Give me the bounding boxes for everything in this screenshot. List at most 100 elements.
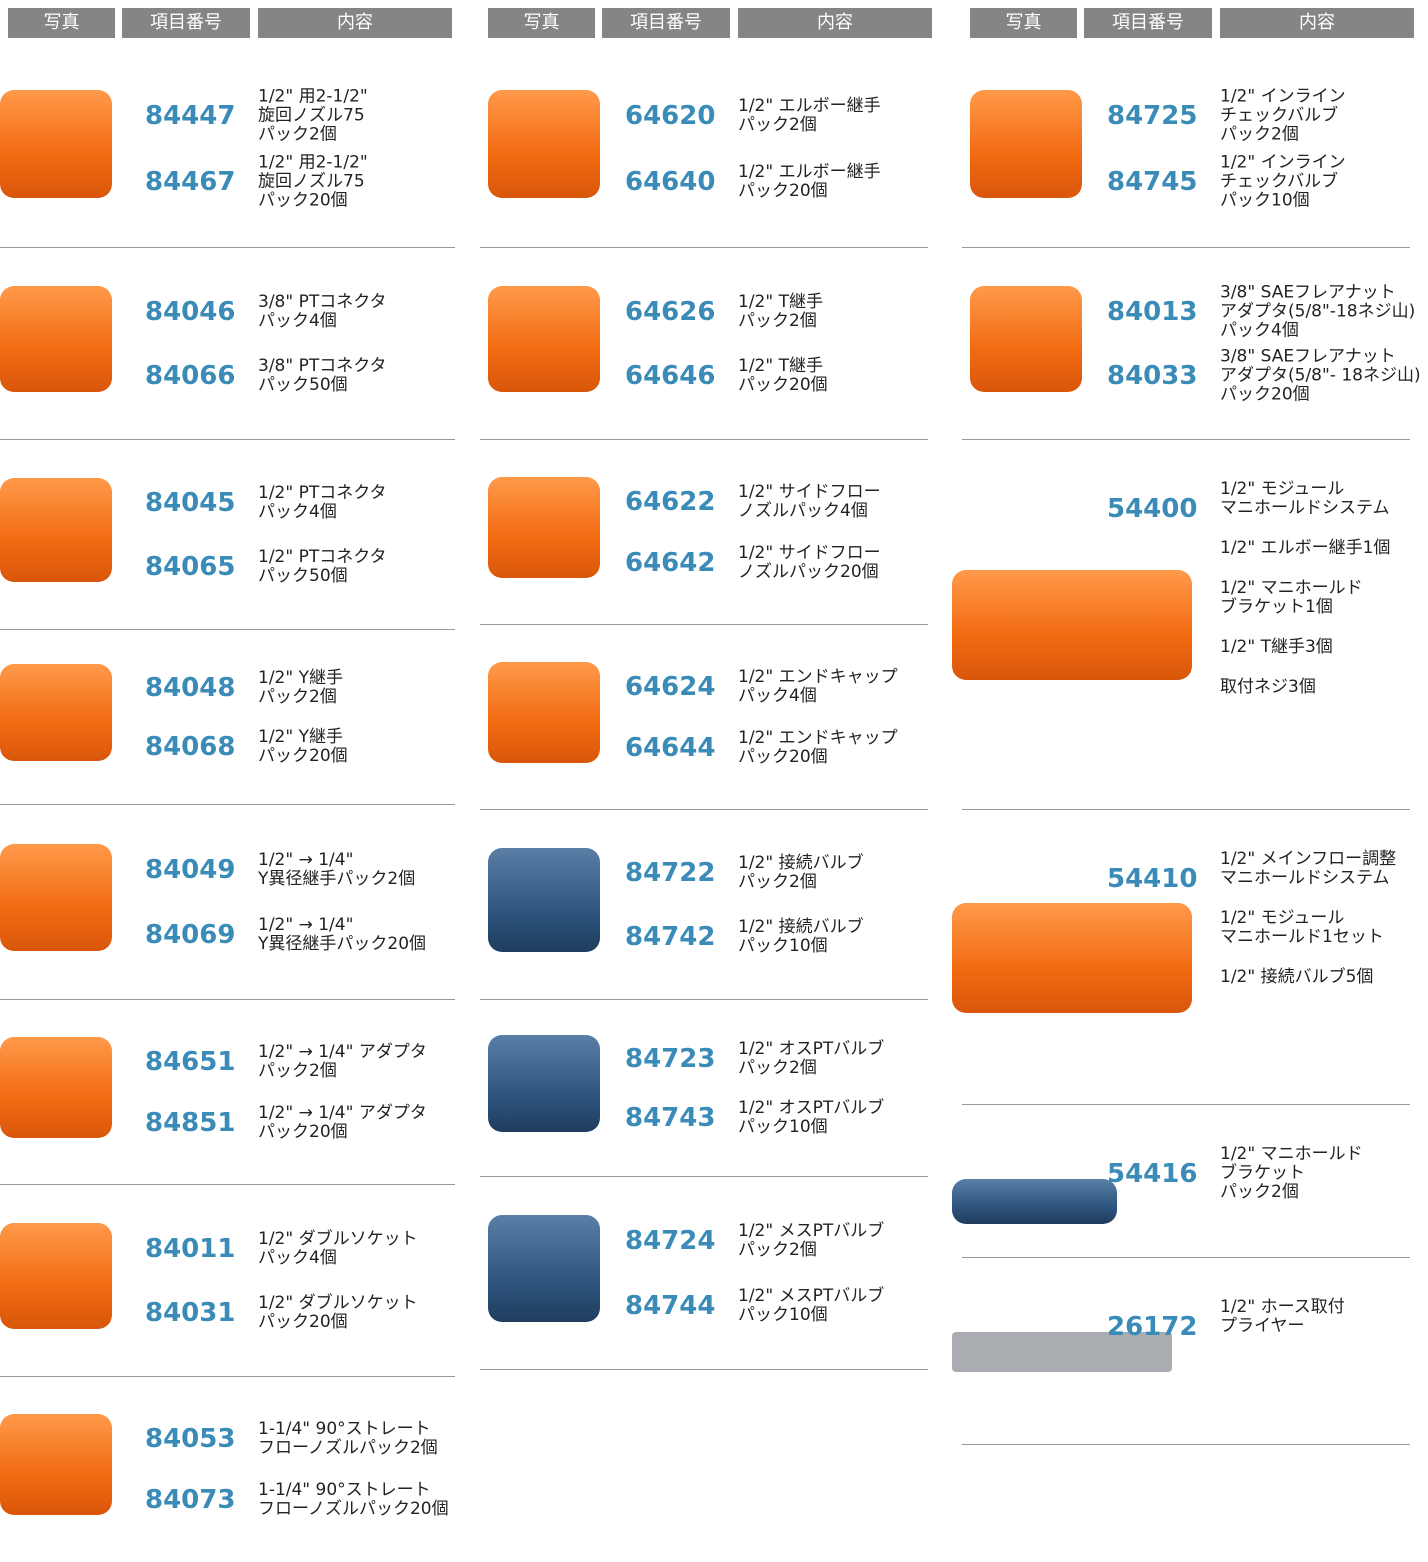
product-group: 847221/2" 接続バルブパック2個847421/2" 接続バルブパック10…	[480, 810, 928, 1000]
description-line: パック4個	[258, 312, 387, 331]
description-line: ブラケット	[1220, 1164, 1363, 1183]
description-line: 1/2" ダブルソケット	[258, 1230, 418, 1249]
item-description: 1/2" エンドキャップパック20個	[738, 729, 898, 767]
product-photo	[970, 286, 1082, 392]
product-photo	[0, 844, 112, 951]
product-group: 840133/8" SAEフレアナットアダプタ(5/8"-18ネジ山)パック4個…	[962, 248, 1410, 440]
description-line: 1/2" PTコネクタ	[258, 484, 387, 503]
description-line: 1/2" → 1/4"	[258, 851, 415, 870]
header-cell: 項目番号	[122, 8, 250, 38]
description-line: 1/2" PTコネクタ	[258, 548, 387, 567]
item-description: 1/2" 用2-1/2"旋回ノズル75パック2個	[258, 88, 368, 145]
description-line: 1/2" メインフロー調整	[1220, 850, 1396, 869]
description-line: マニホールドシステム	[1220, 869, 1396, 888]
description-line: 1/2" 接続バルブ	[738, 918, 864, 937]
description-paragraph: 1/2" Y継手パック20個	[258, 728, 348, 766]
item-number: 64646	[625, 361, 715, 391]
description-line: 1/2" サイドフロー	[738, 483, 881, 502]
item-number: 84033	[1107, 361, 1197, 391]
description-paragraph: 1/2" Y継手パック2個	[258, 669, 343, 707]
description-line: パック2個	[738, 1059, 884, 1078]
product-photo	[952, 570, 1192, 680]
item-number: 84743	[625, 1103, 715, 1133]
description-paragraph: 取付ネジ3個	[1220, 678, 1390, 697]
product-group: 840491/2" → 1/4"Y異径継手パック2個840691/2" → 1/…	[0, 805, 455, 1000]
column: 写真項目番号内容847251/2" インラインチェックバルブパック2個84745…	[962, 0, 1410, 1562]
item-description: 1/2" Y継手パック2個	[258, 669, 343, 707]
separator	[962, 1444, 1410, 1445]
item-description: 1-1/4" 90°ストレートフローノズルパック20個	[258, 1481, 449, 1519]
product-group: 847231/2" オスPTバルブパック2個847431/2" オスPTバルブパ…	[480, 1000, 928, 1177]
description-paragraph: 1/2" → 1/4"Y異径継手パック20個	[258, 916, 426, 954]
product-group: 846511/2" → 1/4" アダプタパック2個848511/2" → 1/…	[0, 1000, 455, 1185]
item-description: 1/2" → 1/4"Y異径継手パック2個	[258, 851, 415, 889]
description-line: 1/2" T継手3個	[1220, 638, 1390, 657]
item-description: 3/8" SAEフレアナットアダプタ(5/8"-18ネジ山)パック4個	[1220, 284, 1415, 341]
description-line: アダプタ(5/8"-18ネジ山)	[1220, 303, 1415, 322]
description-paragraph: 1/2" マニホールドブラケットパック2個	[1220, 1145, 1363, 1202]
item-description: 1/2" エンドキャップパック4個	[738, 668, 898, 706]
description-line: 1/2" 用2-1/2"	[258, 88, 368, 107]
description-paragraph: 3/8" SAEフレアナットアダプタ(5/8"- 18ネジ山)パック20個	[1220, 348, 1421, 405]
description-line: フローノズルパック2個	[258, 1439, 438, 1458]
description-line: 1/2" インライン	[1220, 154, 1346, 173]
item-number: 64640	[625, 167, 715, 197]
description-line: 1/2" 接続バルブ5個	[1220, 968, 1396, 987]
description-line: 旋回ノズル75	[258, 107, 368, 126]
product-photo	[0, 1037, 112, 1139]
product-photo	[0, 1223, 112, 1329]
product-photo	[0, 90, 112, 199]
description-line: 1/2" → 1/4"	[258, 916, 426, 935]
description-line: 1/2" オスPTバルブ	[738, 1099, 884, 1118]
item-number: 84722	[625, 858, 715, 888]
description-line: チェックバルブ	[1220, 173, 1346, 192]
header-cell: 項目番号	[1084, 8, 1212, 38]
item-description: 3/8" PTコネクタパック50個	[258, 357, 387, 395]
product-group: 840451/2" PTコネクタパック4個840651/2" PTコネクタパック…	[0, 440, 455, 630]
description-line: 1-1/4" 90°ストレート	[258, 1481, 449, 1500]
product-group: 847241/2" メスPTバルブパック2個847441/2" メスPTバルブパ…	[480, 1177, 928, 1370]
description-line: Y異径継手パック20個	[258, 935, 426, 954]
item-description: 1/2" マニホールドブラケットパック2個	[1220, 1145, 1363, 1202]
description-line: 1/2" マニホールド	[1220, 579, 1390, 598]
product-photo	[488, 477, 600, 579]
item-description: 3/8" PTコネクタパック4個	[258, 293, 387, 331]
item-number: 84725	[1107, 101, 1197, 131]
description-paragraph: 1/2" マニホールドブラケット1個	[1220, 579, 1390, 617]
product-group: 844471/2" 用2-1/2"旋回ノズル75パック2個844671/2" 用…	[0, 50, 455, 248]
item-description: 1/2" PTコネクタパック4個	[258, 484, 387, 522]
description-paragraph: 3/8" PTコネクタパック4個	[258, 293, 387, 331]
item-number: 54410	[1107, 864, 1197, 894]
description-line: 1/2" ホース取付	[1220, 1298, 1345, 1317]
item-description: 1/2" Y継手パック20個	[258, 728, 348, 766]
description-line: パック2個	[738, 873, 864, 892]
description-line: パック4個	[1220, 322, 1415, 341]
header-cell: 項目番号	[602, 8, 730, 38]
product-group: 646221/2" サイドフローノズルパック4個646421/2" サイドフロー…	[480, 440, 928, 625]
description-line: マニホールド1セット	[1220, 928, 1396, 947]
product-photo	[970, 90, 1082, 199]
description-paragraph: 1/2" インラインチェックバルブパック10個	[1220, 154, 1346, 211]
description-line: 1/2" マニホールド	[1220, 1145, 1363, 1164]
item-number: 84049	[145, 855, 235, 885]
description-line: チェックバルブ	[1220, 107, 1346, 126]
item-number: 84066	[145, 361, 235, 391]
description-paragraph: 1/2" エルボー継手1個	[1220, 539, 1390, 558]
description-paragraph: 1/2" ダブルソケットパック4個	[258, 1230, 418, 1268]
product-photo	[0, 286, 112, 392]
item-number: 84011	[145, 1234, 235, 1264]
product-photo	[952, 903, 1192, 1013]
description-line: 3/8" SAEフレアナット	[1220, 348, 1421, 367]
description-paragraph: 1-1/4" 90°ストレートフローノズルパック20個	[258, 1481, 449, 1519]
item-number: 84742	[625, 922, 715, 952]
description-line: パック2個	[258, 1062, 427, 1081]
item-number: 84744	[625, 1291, 715, 1321]
description-paragraph: 1/2" 接続バルブパック2個	[738, 854, 864, 892]
item-number: 84013	[1107, 297, 1197, 327]
description-line: 1/2" エンドキャップ	[738, 668, 898, 687]
product-photo	[0, 664, 112, 760]
item-description: 1/2" オスPTバルブパック2個	[738, 1040, 884, 1078]
